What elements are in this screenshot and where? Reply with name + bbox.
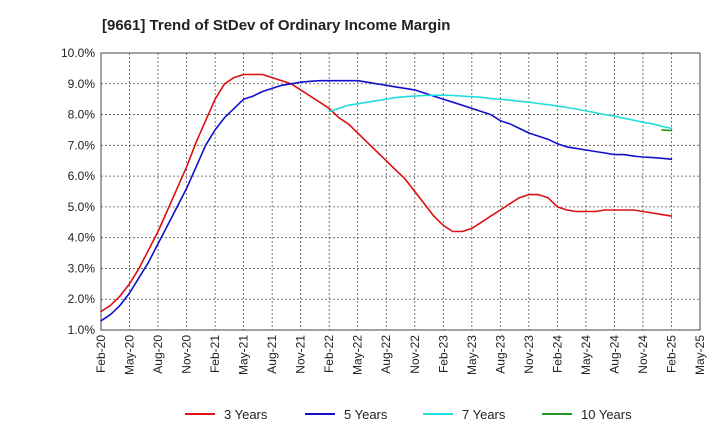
series-line-7-years [328, 94, 673, 130]
x-tick-label: May-20 [123, 335, 137, 375]
x-tick-label: Aug-22 [379, 335, 393, 374]
x-tick-label: May-24 [579, 335, 593, 375]
x-tick-label: Feb-22 [322, 335, 336, 373]
x-tick-label: May-22 [351, 335, 365, 375]
y-tick-label: 10.0% [61, 46, 95, 60]
y-tick-label: 1.0% [68, 323, 96, 337]
x-tick-label: Aug-21 [265, 335, 279, 374]
x-tick-label: Feb-21 [208, 335, 222, 373]
y-tick-label: 3.0% [68, 261, 96, 275]
chart-title: [9661] Trend of StDev of Ordinary Income… [102, 17, 450, 34]
x-tick-label: Nov-21 [294, 335, 308, 374]
x-tick-label: Aug-24 [607, 335, 621, 374]
y-tick-label: 8.0% [68, 108, 96, 122]
y-tick-label: 2.0% [68, 292, 96, 306]
x-tick-label: Nov-23 [522, 335, 536, 374]
plot-area [100, 52, 701, 331]
x-tick-label: Feb-24 [550, 335, 564, 373]
y-axis: 1.0% 2.0% 3.0% 4.0% 5.0% 6.0% 7.0% 8.0% 9.0% 10.0… [61, 46, 95, 337]
y-tick-label: 5.0% [68, 200, 96, 214]
x-axis: Feb-20 May-20 Aug-20 Nov-20 Feb-21 May-21 Aug-… [94, 335, 707, 375]
x-tick-label: Feb-23 [436, 335, 450, 373]
x-tick-label: Aug-20 [151, 335, 165, 374]
legend-label: 3 Years [224, 407, 268, 422]
y-tick-label: 6.0% [68, 169, 96, 183]
y-tick-label: 9.0% [68, 77, 96, 91]
x-tick-label: May-25 [693, 335, 707, 375]
x-tick-label: Nov-24 [636, 335, 650, 374]
legend: 3 Years 5 Years 7 Years 10 Years [185, 407, 632, 422]
series-line-5-years [100, 79, 673, 322]
x-tick-label: May-21 [237, 335, 251, 375]
x-tick-label: Aug-23 [493, 335, 507, 374]
series-line-3-years [100, 73, 673, 313]
legend-label: 5 Years [344, 407, 388, 422]
x-tick-label: Nov-22 [408, 335, 422, 374]
y-tick-label: 4.0% [68, 231, 96, 245]
x-tick-label: May-23 [465, 335, 479, 375]
legend-label: 10 Years [581, 407, 632, 422]
series-line-10-years [661, 129, 673, 132]
grid-lines [100, 52, 701, 331]
x-tick-label: Nov-20 [180, 335, 194, 374]
series-lines [100, 73, 673, 322]
x-tick-label: Feb-20 [94, 335, 108, 373]
y-tick-label: 7.0% [68, 138, 96, 152]
legend-label: 7 Years [462, 407, 506, 422]
x-tick-label: Feb-25 [664, 335, 678, 373]
